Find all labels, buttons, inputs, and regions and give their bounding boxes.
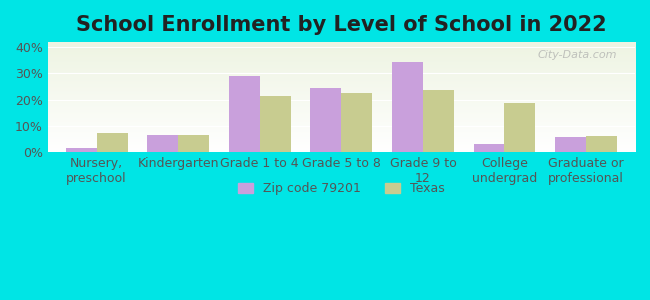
Bar: [504, 103, 536, 152]
Bar: [229, 76, 260, 152]
Bar: [341, 93, 372, 152]
Title: School Enrollment by Level of School in 2022: School Enrollment by Level of School in …: [76, 15, 606, 35]
Bar: [178, 135, 209, 152]
Bar: [423, 90, 454, 152]
Legend: Zip code 79201, Texas: Zip code 79201, Texas: [233, 177, 450, 200]
Bar: [392, 62, 423, 152]
Bar: [586, 136, 617, 152]
Bar: [97, 134, 127, 152]
Bar: [148, 135, 178, 152]
Bar: [260, 96, 291, 152]
Bar: [555, 137, 586, 152]
Bar: [310, 88, 341, 152]
Text: City-Data.com: City-Data.com: [538, 50, 617, 60]
Bar: [473, 144, 504, 152]
Bar: [66, 148, 97, 152]
